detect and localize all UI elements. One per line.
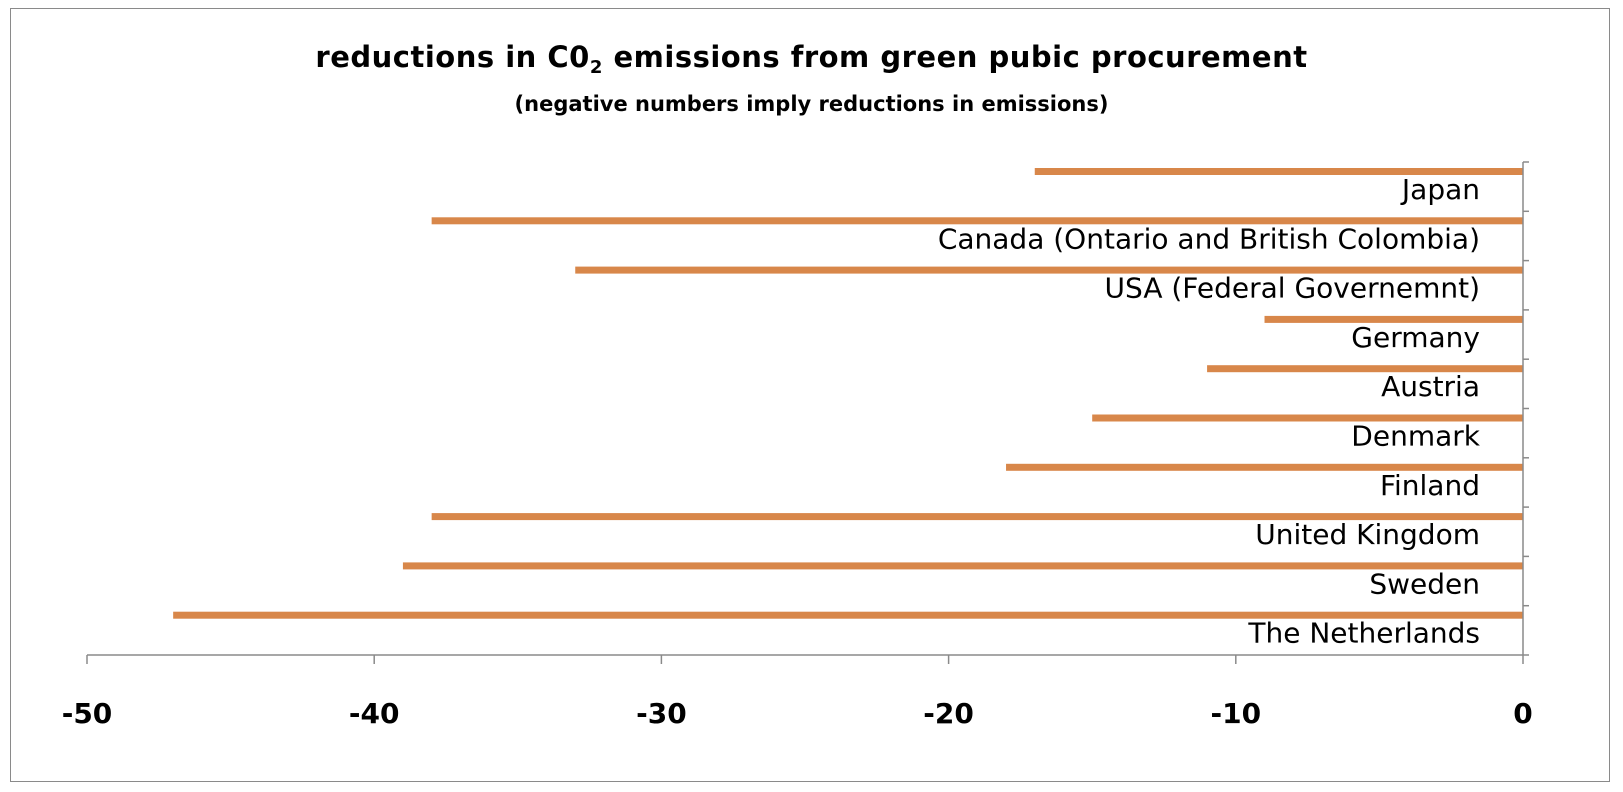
bar-8 [402,562,1523,570]
category-label-8: Sweden [1369,567,1480,600]
chart-frame [10,8,1610,782]
category-label-1: Canada (Ontario and British Colombia) [938,222,1480,255]
x-tick-label-3: -20 [923,697,974,730]
category-label-4: Austria [1381,370,1480,403]
category-label-2: USA (Federal Governemnt) [1105,272,1480,305]
category-label-6: Finland [1380,469,1480,502]
x-tick-label-2: -30 [636,697,687,730]
category-labels-group: Japan Canada (Ontario and British Colombi… [938,173,1481,650]
bar-7 [431,513,1523,521]
category-label-0: Japan [1400,173,1480,206]
x-tick-label-1: -40 [349,697,400,730]
bar-2 [575,266,1523,274]
category-label-3: Germany [1351,321,1480,354]
category-label-5: Denmark [1351,420,1480,453]
bar-1 [431,217,1523,225]
x-tick-label-5: 0 [1513,697,1532,730]
category-label-7: United Kingdom [1255,518,1480,551]
bar-5 [1092,414,1523,422]
bar-0 [1034,168,1523,175]
x-tick-label-0: -50 [62,697,113,730]
bar-9 [173,611,1523,619]
category-label-9: The Netherlands [1247,617,1480,650]
bars-group [173,168,1523,619]
bar-3 [1264,315,1523,323]
chart-title: reductions in C02 emissions from green p… [315,40,1308,78]
axes-group: -50 -40 -30 -20 -10 0 [62,161,1533,730]
x-tick-label-4: -10 [1211,697,1262,730]
bar-4 [1207,365,1523,373]
chart-subtitle: (negative numbers imply reductions in em… [514,92,1109,116]
bar-6 [1006,463,1523,471]
